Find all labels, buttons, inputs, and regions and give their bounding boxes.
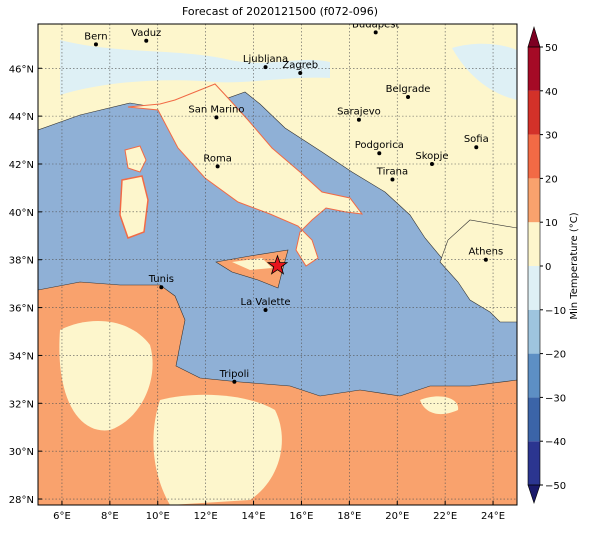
colorbar-segment [528,441,540,485]
desert-patch [153,394,282,505]
axes: 6°E 8°E 10°E 12°E 14°E 16°E 18°E 20°E 22°E 24°E 28… [9,64,505,522]
x-tick-label: 12°E [194,511,218,522]
colorbar-segment [528,222,540,266]
city-label: Vaduz [131,28,161,39]
city-label: Sofia [464,134,489,145]
colorbar-tick-label: −20 [545,350,566,361]
city-label: Tunis [148,274,174,285]
city-label: Tripoli [219,369,250,380]
colorbar-segment [528,134,540,179]
colorbar-tick-label: −10 [545,306,566,317]
city-label: San Marino [188,104,244,115]
colorbar-over [527,25,541,48]
city-dot [232,379,237,384]
colorbar-segment [528,47,540,91]
y-tick-label: 40°N [9,208,34,219]
map-frame [37,23,518,506]
colorbar-segment [528,309,540,354]
city-dot [429,161,434,166]
y-tick-label: 38°N [9,256,34,267]
y-tick-label: 32°N [9,399,34,410]
x-tick-label: 24°E [481,511,505,522]
city-label: Bern [84,31,107,42]
colorbar-segment [528,90,540,135]
colorbar: −50 −40 −30 −20 −10 0 10 20 30 40 50 [527,25,566,504]
city-dot [474,145,479,150]
graticule [38,24,517,505]
sardinia [119,175,149,239]
colorbar-tick-label: −30 [545,393,566,404]
city-dot [263,65,268,70]
colorbar-segment [528,178,540,223]
colorbar-tick-label: 30 [545,131,558,142]
y-tick-label: 30°N [9,447,34,458]
colorbar-segment [528,353,540,398]
desert-patch [420,396,459,415]
city-dot [373,30,378,35]
y-tick-label: 28°N [9,495,34,506]
y-tick-label: 44°N [9,112,34,123]
colorbar-label: Min Temperature (°C) [569,212,580,319]
colorbar-tick-label: 40 [545,87,558,98]
city-label: Skopje [415,151,448,162]
colorbar-tick-label: −40 [545,437,566,448]
colorbar-tick-label: 50 [545,43,558,54]
colorbar-under [527,484,541,504]
location-marker [266,254,289,275]
y-tick-label: 46°N [9,64,34,75]
city-dot [483,257,488,262]
x-tick-label: 16°E [289,511,313,522]
city-dot [144,38,149,43]
city-dot [356,117,361,122]
city-dot [215,164,220,169]
x-tick-label: 10°E [146,511,170,522]
y-tick-label: 36°N [9,304,34,315]
city-label: Zagreb [282,60,318,71]
city-dot [390,177,395,182]
sicily-interior [232,258,272,270]
city-dot [214,115,219,120]
x-tick-label: 8°E [101,511,119,522]
city-label: Ljubljana [243,54,288,65]
city-label: Budapest [352,19,399,30]
city-label: Sarajevo [337,107,381,118]
colorbar-tick-label: 10 [545,218,558,229]
greece [439,219,517,323]
italy [127,83,364,267]
colorbar-tick-label: 20 [545,174,558,185]
y-tick-label: 34°N [9,351,34,362]
city-label: Athens [469,247,504,258]
city-dot [377,151,382,156]
city-dot [263,307,268,312]
city-dot [406,94,411,99]
city-label: Podgorica [355,140,404,151]
corsica [124,145,147,173]
colorbar-tick-label: 0 [545,262,551,273]
alps-cold-region [60,40,330,95]
city-dot [159,285,164,290]
x-tick-label: 20°E [385,511,409,522]
x-tick-label: 14°E [242,511,266,522]
cold-region [452,43,517,100]
x-tick-label: 18°E [337,511,361,522]
city-label: Belgrade [386,84,431,95]
colorbar-segment [528,266,540,310]
y-tick-label: 42°N [9,160,34,171]
x-tick-label: 22°E [433,511,457,522]
colorbar-segment [528,397,540,442]
x-tick-label: 6°E [53,511,71,522]
city-label: Tirana [376,167,408,178]
city-dot [93,42,98,47]
map-title: Forecast of 2020121500 (f072-096) [182,5,378,18]
city-label: Roma [203,153,232,164]
city-dot [298,71,303,76]
colorbar-tick-label: −50 [545,481,566,492]
city-label: La Valette [241,297,291,308]
